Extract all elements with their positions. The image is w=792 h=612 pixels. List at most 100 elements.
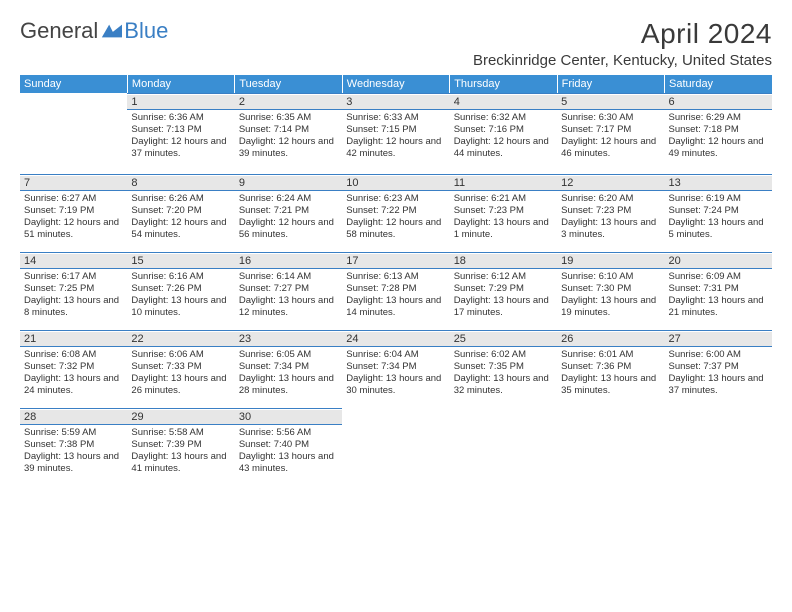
sunrise-text: Sunrise: 6:26 AM [131, 193, 230, 205]
sunset-text: Sunset: 7:32 PM [24, 361, 123, 373]
daylight-text: Daylight: 13 hours and 14 minutes. [346, 295, 445, 319]
daylight-text: Daylight: 12 hours and 42 minutes. [346, 136, 445, 160]
day-details: Sunrise: 6:33 AMSunset: 7:15 PMDaylight:… [346, 112, 445, 160]
sunrise-text: Sunrise: 6:09 AM [669, 271, 768, 283]
weekday-header: Wednesday [342, 75, 449, 93]
day-details: Sunrise: 6:02 AMSunset: 7:35 PMDaylight:… [454, 349, 553, 397]
sunrise-text: Sunrise: 6:16 AM [131, 271, 230, 283]
day-details: Sunrise: 6:10 AMSunset: 7:30 PMDaylight:… [561, 271, 660, 319]
day-details: Sunrise: 6:27 AMSunset: 7:19 PMDaylight:… [24, 193, 123, 241]
brand-logo: General Blue [20, 18, 168, 44]
calendar-cell: 24Sunrise: 6:04 AMSunset: 7:34 PMDayligh… [342, 327, 449, 405]
day-details: Sunrise: 6:19 AMSunset: 7:24 PMDaylight:… [669, 193, 768, 241]
calendar-cell: 4Sunrise: 6:32 AMSunset: 7:16 PMDaylight… [450, 93, 557, 171]
day-number: 6 [665, 95, 772, 110]
day-details: Sunrise: 6:36 AMSunset: 7:13 PMDaylight:… [131, 112, 230, 160]
sunrise-text: Sunrise: 6:14 AM [239, 271, 338, 283]
day-details: Sunrise: 6:13 AMSunset: 7:28 PMDaylight:… [346, 271, 445, 319]
daylight-text: Daylight: 12 hours and 37 minutes. [131, 136, 230, 160]
day-details: Sunrise: 6:09 AMSunset: 7:31 PMDaylight:… [669, 271, 768, 319]
sunrise-text: Sunrise: 6:19 AM [669, 193, 768, 205]
sunrise-text: Sunrise: 6:10 AM [561, 271, 660, 283]
weekday-header: Tuesday [235, 75, 342, 93]
day-number: 18 [450, 254, 557, 269]
daylight-text: Daylight: 13 hours and 24 minutes. [24, 373, 123, 397]
sunset-text: Sunset: 7:28 PM [346, 283, 445, 295]
header: General Blue April 2024 Breckinridge Cen… [20, 18, 772, 69]
day-number: 7 [20, 176, 127, 191]
sunset-text: Sunset: 7:38 PM [24, 439, 123, 451]
daylight-text: Daylight: 12 hours and 56 minutes. [239, 217, 338, 241]
sunset-text: Sunset: 7:34 PM [346, 361, 445, 373]
calendar-cell: 18 Sunrise: 6:12 AMSunset: 7:29 PMDayligh… [450, 249, 557, 327]
calendar-cell [665, 405, 772, 483]
sunset-text: Sunset: 7:22 PM [346, 205, 445, 217]
daylight-text: Daylight: 13 hours and 19 minutes. [561, 295, 660, 319]
calendar-cell [20, 93, 127, 171]
daylight-text: Daylight: 13 hours and 39 minutes. [24, 451, 123, 475]
day-details: Sunrise: 6:30 AMSunset: 7:17 PMDaylight:… [561, 112, 660, 160]
daylight-text: Daylight: 13 hours and 26 minutes. [131, 373, 230, 397]
sunrise-text: Sunrise: 6:01 AM [561, 349, 660, 361]
sunrise-text: Sunrise: 5:56 AM [239, 427, 338, 439]
day-details: Sunrise: 6:29 AMSunset: 7:18 PMDaylight:… [669, 112, 768, 160]
sunset-text: Sunset: 7:21 PM [239, 205, 338, 217]
sunrise-text: Sunrise: 6:05 AM [239, 349, 338, 361]
calendar-cell: 23 Sunrise: 6:05 AMSunset: 7:34 PMDayligh… [235, 327, 342, 405]
day-number: 9 [235, 176, 342, 191]
calendar-cell [342, 405, 449, 483]
day-details: Sunrise: 6:17 AMSunset: 7:25 PMDaylight:… [24, 271, 123, 319]
sunrise-text: Sunrise: 6:27 AM [24, 193, 123, 205]
sunset-text: Sunset: 7:35 PM [454, 361, 553, 373]
sunrise-text: Sunrise: 6:12 AM [454, 271, 553, 283]
sunset-text: Sunset: 7:40 PM [239, 439, 338, 451]
day-details: Sunrise: 6:12 AMSunset: 7:29 PMDaylight:… [454, 271, 553, 319]
sunset-text: Sunset: 7:17 PM [561, 124, 660, 136]
weekday-header: Friday [557, 75, 664, 93]
day-details: Sunrise: 6:05 AMSunset: 7:34 PMDaylight:… [239, 349, 338, 397]
daylight-text: Daylight: 13 hours and 1 minute. [454, 217, 553, 241]
daylight-text: Daylight: 12 hours and 49 minutes. [669, 136, 768, 160]
sunset-text: Sunset: 7:14 PM [239, 124, 338, 136]
day-number: 17 [342, 254, 449, 269]
calendar-cell: 7 Sunrise: 6:27 AMSunset: 7:19 PMDaylight… [20, 171, 127, 249]
day-details: Sunrise: 6:16 AMSunset: 7:26 PMDaylight:… [131, 271, 230, 319]
day-number: 29 [127, 410, 234, 425]
day-number: 3 [342, 95, 449, 110]
day-details: Sunrise: 6:23 AMSunset: 7:22 PMDaylight:… [346, 193, 445, 241]
brand-blue: Blue [124, 18, 168, 44]
calendar-cell: 13Sunrise: 6:19 AMSunset: 7:24 PMDayligh… [665, 171, 772, 249]
calendar-cell: 27Sunrise: 6:00 AMSunset: 7:37 PMDayligh… [665, 327, 772, 405]
sunrise-text: Sunrise: 6:30 AM [561, 112, 660, 124]
sunset-text: Sunset: 7:13 PM [131, 124, 230, 136]
sunset-text: Sunset: 7:36 PM [561, 361, 660, 373]
day-details: Sunrise: 6:06 AMSunset: 7:33 PMDaylight:… [131, 349, 230, 397]
sunrise-text: Sunrise: 6:29 AM [669, 112, 768, 124]
sunset-text: Sunset: 7:39 PM [131, 439, 230, 451]
day-number: 5 [557, 95, 664, 110]
calendar-cell: 17 Sunrise: 6:13 AMSunset: 7:28 PMDayligh… [342, 249, 449, 327]
sunset-text: Sunset: 7:26 PM [131, 283, 230, 295]
sunrise-text: Sunrise: 6:13 AM [346, 271, 445, 283]
calendar-cell: 19 Sunrise: 6:10 AMSunset: 7:30 PMDayligh… [557, 249, 664, 327]
location-label: Breckinridge Center, Kentucky, United St… [473, 52, 772, 69]
day-number: 2 [235, 95, 342, 110]
day-details: Sunrise: 6:08 AMSunset: 7:32 PMDaylight:… [24, 349, 123, 397]
sunset-text: Sunset: 7:34 PM [239, 361, 338, 373]
day-number: 30 [235, 410, 342, 425]
daylight-text: Daylight: 13 hours and 3 minutes. [561, 217, 660, 241]
daylight-text: Daylight: 13 hours and 37 minutes. [669, 373, 768, 397]
day-number: 12 [557, 176, 664, 191]
calendar-week-row: 14Sunrise: 6:17 AMSunset: 7:25 PMDayligh… [20, 249, 772, 327]
sunset-text: Sunset: 7:25 PM [24, 283, 123, 295]
calendar-cell: 21Sunrise: 6:08 AMSunset: 7:32 PMDayligh… [20, 327, 127, 405]
brand-general: General [20, 18, 98, 44]
calendar-cell: 14Sunrise: 6:17 AMSunset: 7:25 PMDayligh… [20, 249, 127, 327]
day-number: 19 [557, 254, 664, 269]
day-details: Sunrise: 6:35 AMSunset: 7:14 PMDaylight:… [239, 112, 338, 160]
sunrise-text: Sunrise: 6:24 AM [239, 193, 338, 205]
sunset-text: Sunset: 7:23 PM [454, 205, 553, 217]
day-number: 23 [235, 332, 342, 347]
sunrise-text: Sunrise: 6:17 AM [24, 271, 123, 283]
sunrise-text: Sunrise: 6:36 AM [131, 112, 230, 124]
